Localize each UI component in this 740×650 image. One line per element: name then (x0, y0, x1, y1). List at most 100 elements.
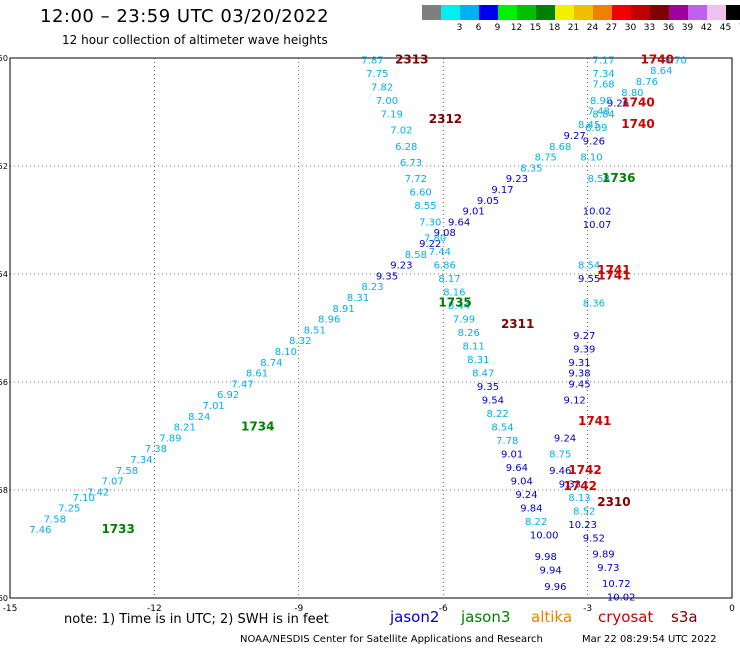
time-label: 1740 (621, 117, 654, 131)
wave-height-value: 9.38 (568, 369, 590, 380)
wave-height-value: 9.96 (544, 582, 566, 593)
wave-height-value: 8.75 (535, 153, 557, 164)
legend-value: 39 (681, 23, 694, 33)
wave-height-value: 9.04 (511, 477, 533, 488)
y-tick-label: -50 (0, 54, 8, 63)
legend-value: 18 (548, 23, 561, 33)
wave-height-value: 9.27 (573, 331, 595, 342)
wave-height-value: 8.58 (588, 174, 610, 185)
wave-height-value: 7.01 (203, 401, 225, 412)
wave-height-value: 9.84 (520, 504, 542, 515)
wave-height-value: 10.23 (568, 520, 597, 531)
x-tick-label: -12 (147, 604, 162, 614)
wave-height-value: 7.00 (376, 96, 398, 107)
legend-swatch (555, 5, 574, 20)
time-label: 1742 (564, 479, 597, 493)
wave-height-value: 9.05 (477, 196, 499, 207)
wave-height-value: 8.31 (347, 293, 369, 304)
time-label: 1741 (578, 414, 611, 428)
wave-height-value: 6.86 (434, 261, 456, 272)
time-label: 1736 (602, 171, 635, 185)
wave-height-value: 10.07 (583, 220, 612, 231)
page-subtitle: 12 hour collection of altimeter wave hei… (62, 33, 328, 47)
legend-value: 6 (475, 23, 482, 33)
wave-height-value: 10.02 (583, 207, 612, 218)
legend-value: 27 (605, 23, 618, 33)
time-label: 1741 (597, 268, 630, 282)
wave-height-value: 9.45 (568, 379, 590, 390)
legend-value: 45 (719, 23, 732, 33)
wave-height-value: 8.76 (636, 77, 658, 88)
legend-swatch (669, 5, 688, 20)
wave-height-value: 8.31 (467, 355, 489, 366)
wave-height-value: 9.17 (491, 185, 513, 196)
wave-height-value: 8.32 (289, 336, 311, 347)
wave-height-value: 9.98 (535, 552, 557, 563)
time-label: 1740 (621, 96, 654, 110)
wave-height-value: 8.45 (578, 120, 600, 131)
x-tick-label: -6 (439, 604, 448, 614)
wave-height-value: 8.35 (520, 163, 542, 174)
wave-height-value: 7.30 (419, 217, 441, 228)
wave-height-value: 8.22 (487, 409, 509, 420)
wave-height-value: 7.17 (592, 55, 614, 66)
time-label: 1740 (641, 52, 674, 66)
wave-height-value: 9.01 (501, 450, 523, 461)
legend-swatch (688, 5, 707, 20)
y-tick-label: -60 (0, 594, 8, 603)
wave-height-value: 7.38 (145, 444, 167, 455)
wave-height-value: 7.78 (496, 436, 518, 447)
wave-height-value: 7.02 (390, 126, 412, 137)
wave-height-value: 8.52 (573, 506, 595, 517)
legend-swatch (498, 5, 517, 20)
time-label: 1742 (568, 463, 601, 477)
legend-value: 12 (510, 23, 523, 33)
wave-height-value: 7.46 (29, 525, 51, 536)
wave-height-value: 7.75 (366, 69, 388, 80)
wave-height-value: 7.44 (429, 247, 451, 258)
wave-height-value: 8.23 (361, 282, 383, 293)
wave-height-value: 9.24 (554, 433, 576, 444)
wave-height-value: 6.60 (410, 188, 432, 199)
legend-swatch (707, 5, 726, 20)
wave-height-value: 8.24 (188, 412, 210, 423)
wave-height-value: 8.74 (260, 358, 282, 369)
wave-height-value: 9.08 (434, 228, 456, 239)
x-tick-label: -3 (583, 604, 592, 614)
wave-height-value: 8.10 (580, 153, 602, 164)
legend-value: 70 (735, 23, 740, 33)
wave-height-value: 7.58 (44, 514, 66, 525)
footer-note: note: 1) Time is in UTC; 2) SWH is in fe… (64, 612, 329, 627)
legend-value: 33 (643, 23, 656, 33)
time-label: 1741 (597, 263, 630, 277)
wave-height-value: 9.89 (592, 550, 614, 561)
wave-height-value: 7.82 (371, 82, 393, 93)
time-label: 2313 (395, 52, 428, 66)
wave-height-value: 8.26 (458, 328, 480, 339)
time-label: 2311 (501, 317, 534, 331)
wave-height-value: 7.89 (159, 433, 181, 444)
wave-height-value: 8.54 (578, 261, 600, 272)
wave-height-value: 8.61 (246, 369, 268, 380)
wave-height-value: 8.36 (583, 298, 605, 309)
legend-swatch (631, 5, 650, 20)
wave-height-value: 9.64 (448, 217, 470, 228)
legend-swatch (574, 5, 593, 20)
wave-height-value: 8.84 (592, 109, 614, 120)
x-tick-label: 0 (729, 604, 735, 614)
wave-height-value: 8.96 (318, 315, 340, 326)
legend-swatch (517, 5, 536, 20)
legend-value: 36 (662, 23, 675, 33)
y-tick-label: -54 (0, 270, 8, 279)
wave-height-value: 9.23 (506, 174, 528, 185)
wave-height-value: 6.28 (395, 142, 417, 153)
wave-height-value: 8.64 (650, 66, 672, 77)
wave-height-value: 9.01 (462, 207, 484, 218)
page-title: 12:00 – 23:59 UTC 03/20/2022 (40, 6, 330, 27)
wave-height-value: 8.80 (621, 88, 643, 99)
wave-height-value: 7.48 (588, 107, 610, 118)
wave-height-value: 9.33 (559, 479, 581, 490)
wave-height-value: 9.94 (539, 566, 561, 577)
wave-height-value: 9.31 (568, 358, 590, 369)
